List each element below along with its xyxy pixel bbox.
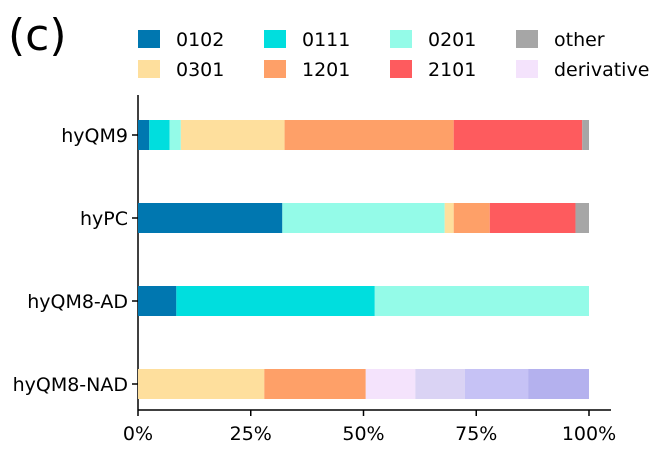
bar-hyqm8-nad-1201	[264, 369, 366, 399]
bar-hyqm9-0102	[138, 120, 150, 150]
bar-hyqm9-0301	[180, 120, 285, 150]
legend-label-0201: 0201	[428, 29, 476, 51]
bar-hypc-other	[575, 203, 589, 233]
x-tick-label-25: 25%	[230, 423, 272, 445]
x-tick-label-50: 50%	[342, 423, 384, 445]
y-tick-label-hyqm8-nad: hyQM8-NAD	[13, 374, 128, 396]
bar-hyqm9-1201	[284, 120, 454, 150]
legend-swatch-0201	[390, 30, 412, 48]
y-tick-label-hyqm8-ad: hyQM8-AD	[27, 291, 128, 313]
bar-hyqm8-nad-derivative-2	[415, 369, 465, 399]
legend-label-2101: 2101	[428, 59, 476, 81]
x-tick-label-100: 100%	[562, 423, 616, 445]
legend: 0102 0111 0201 other 0301 1201 2101 derivative	[138, 29, 649, 81]
bar-hyqm8-nad-derivative-4	[528, 369, 589, 399]
y-tick-label-hypc: hyPC	[80, 208, 128, 230]
bar-hyqm8-ad-0102	[138, 286, 177, 316]
legend-swatch-other	[516, 30, 538, 48]
bar-hyqm9-other	[582, 120, 589, 150]
bar-hypc-0301	[444, 203, 454, 233]
bar-hyqm9-0111	[149, 120, 170, 150]
panel-label: (c)	[8, 10, 67, 61]
legend-label-0301: 0301	[176, 59, 224, 81]
x-tick-label-0: 0%	[123, 423, 153, 445]
bar-hyqm9-0201	[169, 120, 181, 150]
legend-swatch-1201	[264, 60, 286, 78]
legend-label-derivative: derivative	[554, 59, 649, 81]
bar-hyqm8-nad-derivative-3	[464, 369, 529, 399]
bar-hyqm8-ad-0111	[176, 286, 375, 316]
legend-swatch-2101	[390, 60, 412, 78]
legend-swatch-0301	[138, 60, 160, 78]
legend-label-other: other	[554, 29, 605, 51]
bar-hypc-0201	[282, 203, 445, 233]
x-tick-label-75: 75%	[455, 423, 497, 445]
bar-hypc-2101	[489, 203, 576, 233]
bar-hyqm9-2101	[453, 120, 583, 150]
legend-swatch-derivative	[516, 60, 538, 78]
legend-label-0102: 0102	[176, 29, 224, 51]
legend-label-0111: 0111	[302, 29, 350, 51]
bar-hyqm8-nad-derivative	[365, 369, 416, 399]
legend-label-1201: 1201	[302, 59, 350, 81]
bar-hyqm8-ad-0201	[374, 286, 589, 316]
legend-swatch-0102	[138, 30, 160, 48]
bar-hypc-0102	[138, 203, 283, 233]
y-tick-label-hyqm9: hyQM9	[61, 125, 128, 147]
legend-swatch-0111	[264, 30, 286, 48]
bar-hypc-1201	[453, 203, 490, 233]
plot-area: hyQM9 hyPC hyQM8-AD hyQM8-NAD 0% 25% 50% 75% 100…	[13, 95, 616, 445]
bar-hyqm8-nad-0301	[138, 369, 265, 399]
